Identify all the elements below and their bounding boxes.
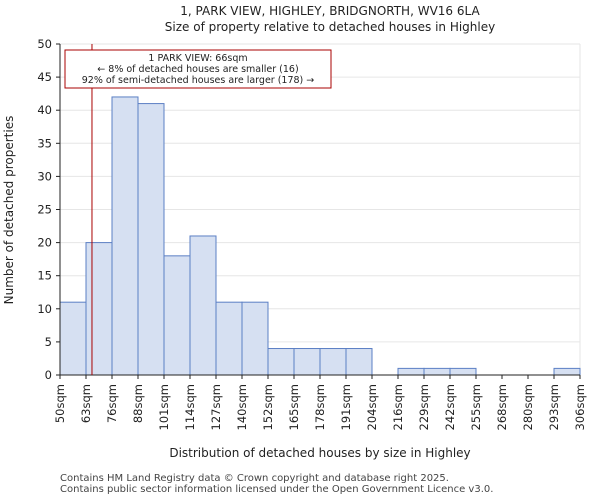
x-tick-label: 101sqm xyxy=(157,384,171,430)
y-tick-label: 0 xyxy=(45,368,52,382)
x-tick-label: 114sqm xyxy=(183,384,197,430)
annotation-line2: ← 8% of detached houses are smaller (16) xyxy=(97,64,298,75)
y-axis-label: Number of detached properties xyxy=(2,116,16,305)
x-tick-label: 152sqm xyxy=(261,384,275,430)
x-tick-label: 127sqm xyxy=(209,384,223,430)
y-tick-label: 45 xyxy=(37,70,52,84)
histogram-bar xyxy=(293,348,321,376)
annotation-line3: 92% of semi-detached houses are larger (… xyxy=(82,75,315,86)
x-tick-label: 140sqm xyxy=(235,384,249,430)
histogram-bar xyxy=(319,348,347,376)
x-ticks: 50sqm 63sqm 76sqm 88sqm 101sqm 114sqm 127sqm 14… xyxy=(53,375,587,430)
y-tick-label: 50 xyxy=(37,37,52,51)
annotation-line1: 1 PARK VIEW: 66sqm xyxy=(148,53,247,64)
y-tick-label: 20 xyxy=(37,236,52,250)
y-tick-label: 40 xyxy=(37,103,52,117)
histogram-bar xyxy=(423,367,451,376)
histogram-bar xyxy=(241,301,269,376)
x-tick-label: 63sqm xyxy=(79,384,93,423)
x-tick-label: 88sqm xyxy=(131,384,145,423)
x-tick-label: 191sqm xyxy=(339,384,353,430)
x-tick-label: 268sqm xyxy=(495,384,509,430)
y-tick-label: 10 xyxy=(37,302,52,316)
x-tick-label: 76sqm xyxy=(105,384,119,423)
y-tick-label: 5 xyxy=(45,335,52,349)
footer-line1: Contains HM Land Registry data © Crown c… xyxy=(60,473,449,484)
histogram-chart: 1, PARK VIEW, HIGHLEY, BRIDGNORTH, WV16 … xyxy=(2,4,587,460)
footer-line2: Contains public sector information licen… xyxy=(60,484,494,495)
histogram-bar xyxy=(85,242,113,376)
histogram-bar xyxy=(553,367,581,376)
histogram-bar xyxy=(189,235,217,376)
y-tick-label: 15 xyxy=(37,269,52,283)
x-tick-label: 306sqm xyxy=(573,384,587,430)
histogram-bar xyxy=(215,301,243,376)
x-tick-label: 242sqm xyxy=(443,384,457,430)
histogram-bar xyxy=(163,255,191,376)
histogram-bar xyxy=(397,367,425,376)
histogram-bar xyxy=(111,96,139,376)
x-tick-label: 216sqm xyxy=(391,384,405,430)
histogram-bar xyxy=(449,367,477,376)
annotation-box xyxy=(64,49,332,89)
y-ticks: 0 5 10 15 20 25 30 35 40 45 50 xyxy=(37,37,60,382)
histogram-bar xyxy=(59,301,87,376)
x-tick-label: 255sqm xyxy=(469,384,483,430)
y-tick-label: 30 xyxy=(37,169,52,183)
x-tick-label: 178sqm xyxy=(313,384,327,430)
x-axis-label: Distribution of detached houses by size … xyxy=(169,446,470,460)
histogram-bar xyxy=(137,103,165,376)
y-tick-label: 35 xyxy=(37,136,52,150)
y-tick-label: 25 xyxy=(37,203,52,217)
histogram-bar xyxy=(267,348,295,376)
x-tick-label: 293sqm xyxy=(547,384,561,430)
chart-title: 1, PARK VIEW, HIGHLEY, BRIDGNORTH, WV16 … xyxy=(180,4,480,18)
bars xyxy=(59,96,581,376)
x-tick-label: 165sqm xyxy=(287,384,301,430)
x-tick-label: 204sqm xyxy=(365,384,379,430)
x-tick-label: 229sqm xyxy=(417,384,431,430)
x-tick-label: 280sqm xyxy=(521,384,535,430)
chart-subtitle: Size of property relative to detached ho… xyxy=(165,20,495,34)
x-tick-label: 50sqm xyxy=(53,384,67,423)
histogram-bar xyxy=(345,348,373,376)
